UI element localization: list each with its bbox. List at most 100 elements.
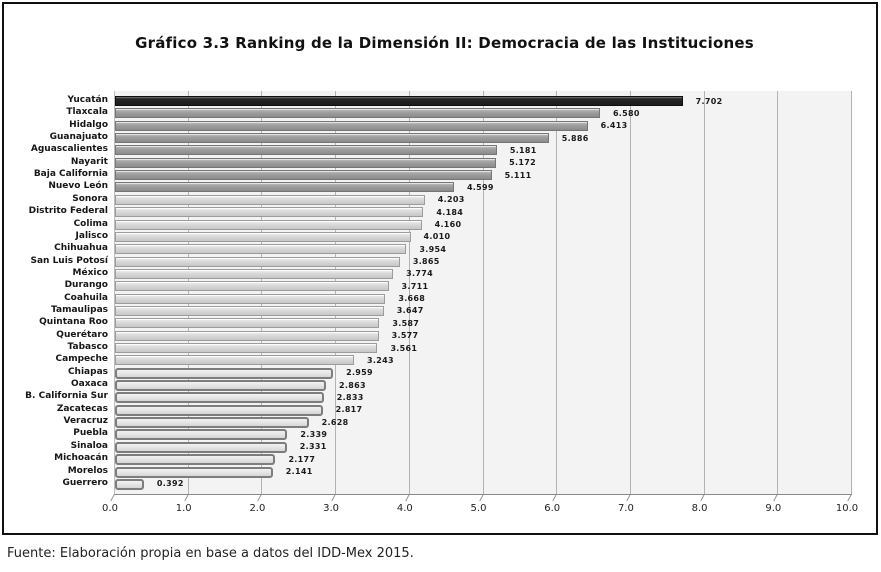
bar-value-label: 2.817 — [335, 405, 363, 415]
bar-value-label: 3.561 — [390, 343, 418, 353]
x-tick-label: 7.0 — [617, 503, 634, 514]
gridline — [261, 91, 263, 494]
bar-value-label: 3.865 — [412, 257, 440, 267]
axis-tick — [626, 494, 631, 501]
bar-light — [115, 244, 407, 255]
category-label: Aguascalientes — [30, 144, 108, 155]
bar-value-label: 0.392 — [156, 479, 184, 489]
chart-frame: Gráfico 3.3 Ranking de la Dimensión II: … — [2, 2, 878, 535]
axis-tick — [331, 494, 337, 501]
bar-light — [115, 318, 380, 329]
gridline — [556, 91, 558, 494]
gridline — [408, 91, 410, 494]
category-label: Guerrero — [62, 477, 108, 488]
category-label: Tabasco — [67, 342, 108, 352]
category-label: Guanajuato — [49, 132, 108, 143]
x-tick-label: 4.0 — [396, 503, 413, 514]
gridline — [629, 91, 631, 494]
bar-value-label: 3.711 — [401, 281, 429, 291]
category-label: B. California Sur — [25, 391, 108, 402]
bar-value-label: 6.580 — [612, 108, 640, 118]
category-label: Nayarit — [70, 156, 108, 167]
bar-value-label: 3.954 — [419, 244, 447, 254]
bar-outlined — [115, 466, 273, 478]
bar-medium — [115, 145, 497, 156]
bar-medium — [115, 108, 600, 119]
axis-tick — [478, 494, 484, 501]
bar-value-label: 5.172 — [509, 158, 536, 168]
bar-value-label: 3.647 — [396, 306, 424, 316]
axis-tick — [699, 494, 705, 501]
gridline — [187, 91, 189, 494]
bar-value-label: 2.959 — [346, 368, 373, 378]
bar-outlined — [115, 404, 323, 416]
bar-light — [115, 305, 384, 316]
bar-value-label: 2.331 — [299, 442, 327, 452]
axis-tick — [183, 494, 189, 501]
bar-medium — [115, 157, 497, 168]
category-label: Sonora — [72, 193, 108, 204]
bar-value-label: 7.702 — [695, 96, 723, 106]
x-tick-label: 2.0 — [249, 503, 266, 514]
bar-outlined — [115, 441, 287, 453]
category-label: Hidalgo — [69, 119, 108, 130]
category-label: Jalisco — [75, 230, 108, 241]
bar-value-label: 4.010 — [423, 232, 451, 242]
bar-value-label: 4.184 — [436, 207, 464, 217]
gridline — [703, 91, 705, 494]
bar-value-label: 3.243 — [367, 355, 394, 365]
plot-area: 7.702 6.580 6.413 5.886 5.181 5.172 5.111 4.599… — [114, 91, 852, 494]
x-tick-label: 9.0 — [765, 503, 782, 514]
axis-tick — [773, 494, 779, 501]
category-label: Colima — [73, 218, 108, 229]
bar-outlined — [115, 380, 326, 392]
category-label: Oaxaca — [70, 379, 108, 390]
category-label: Chihuahua — [54, 243, 108, 254]
bar-light — [115, 219, 422, 230]
category-label: Querétaro — [56, 329, 108, 340]
bar-medium — [115, 120, 588, 131]
x-tick-label: 6.0 — [544, 503, 561, 514]
category-label: Coahuila — [64, 292, 108, 303]
bar-light — [115, 355, 354, 366]
bar-light — [115, 330, 379, 341]
bar-light — [115, 343, 378, 353]
bar-value-label: 2.833 — [336, 392, 364, 402]
bar-light — [115, 281, 389, 292]
bar-outlined — [115, 478, 144, 490]
x-tick-label: 0.0 — [102, 503, 118, 514]
category-label: México — [72, 267, 108, 278]
category-label: Chiapas — [67, 366, 108, 377]
bar-value-label: 6.413 — [600, 121, 628, 131]
category-label: Veracruz — [63, 416, 108, 427]
bar-value-label: 2.141 — [285, 467, 313, 476]
x-tick-label: 10.0 — [835, 503, 859, 514]
bar-light — [115, 293, 386, 304]
category-label: Zacatecas — [56, 403, 108, 414]
bar-value-label: 4.160 — [434, 220, 462, 229]
bar-value-label: 5.181 — [509, 145, 537, 155]
x-tick-label: 3.0 — [323, 503, 340, 514]
x-tick-label: 5.0 — [470, 503, 487, 514]
axis-tick — [405, 494, 410, 501]
bar-medium — [115, 133, 549, 144]
axis-tick — [110, 494, 115, 501]
bar-value-label: 3.577 — [391, 331, 419, 341]
bar-outlined — [115, 454, 276, 466]
axis-tick — [552, 494, 558, 501]
category-label: Puebla — [73, 428, 108, 439]
bar-value-label: 4.599 — [466, 182, 494, 192]
bar-value-label: 5.886 — [561, 133, 589, 143]
gridline — [851, 91, 852, 494]
x-tick-label: 8.0 — [691, 503, 708, 514]
bar-light — [115, 207, 424, 218]
bar-value-label: 4.203 — [437, 195, 465, 205]
bar-medium — [115, 182, 454, 193]
category-label: Sinaloa — [70, 440, 108, 451]
category-label: Durango — [64, 280, 108, 291]
bar-value-label: 3.587 — [392, 318, 420, 328]
category-label: Tamaulipas — [51, 304, 108, 315]
bar-value-label: 3.774 — [406, 269, 433, 279]
bar-light — [115, 256, 400, 267]
